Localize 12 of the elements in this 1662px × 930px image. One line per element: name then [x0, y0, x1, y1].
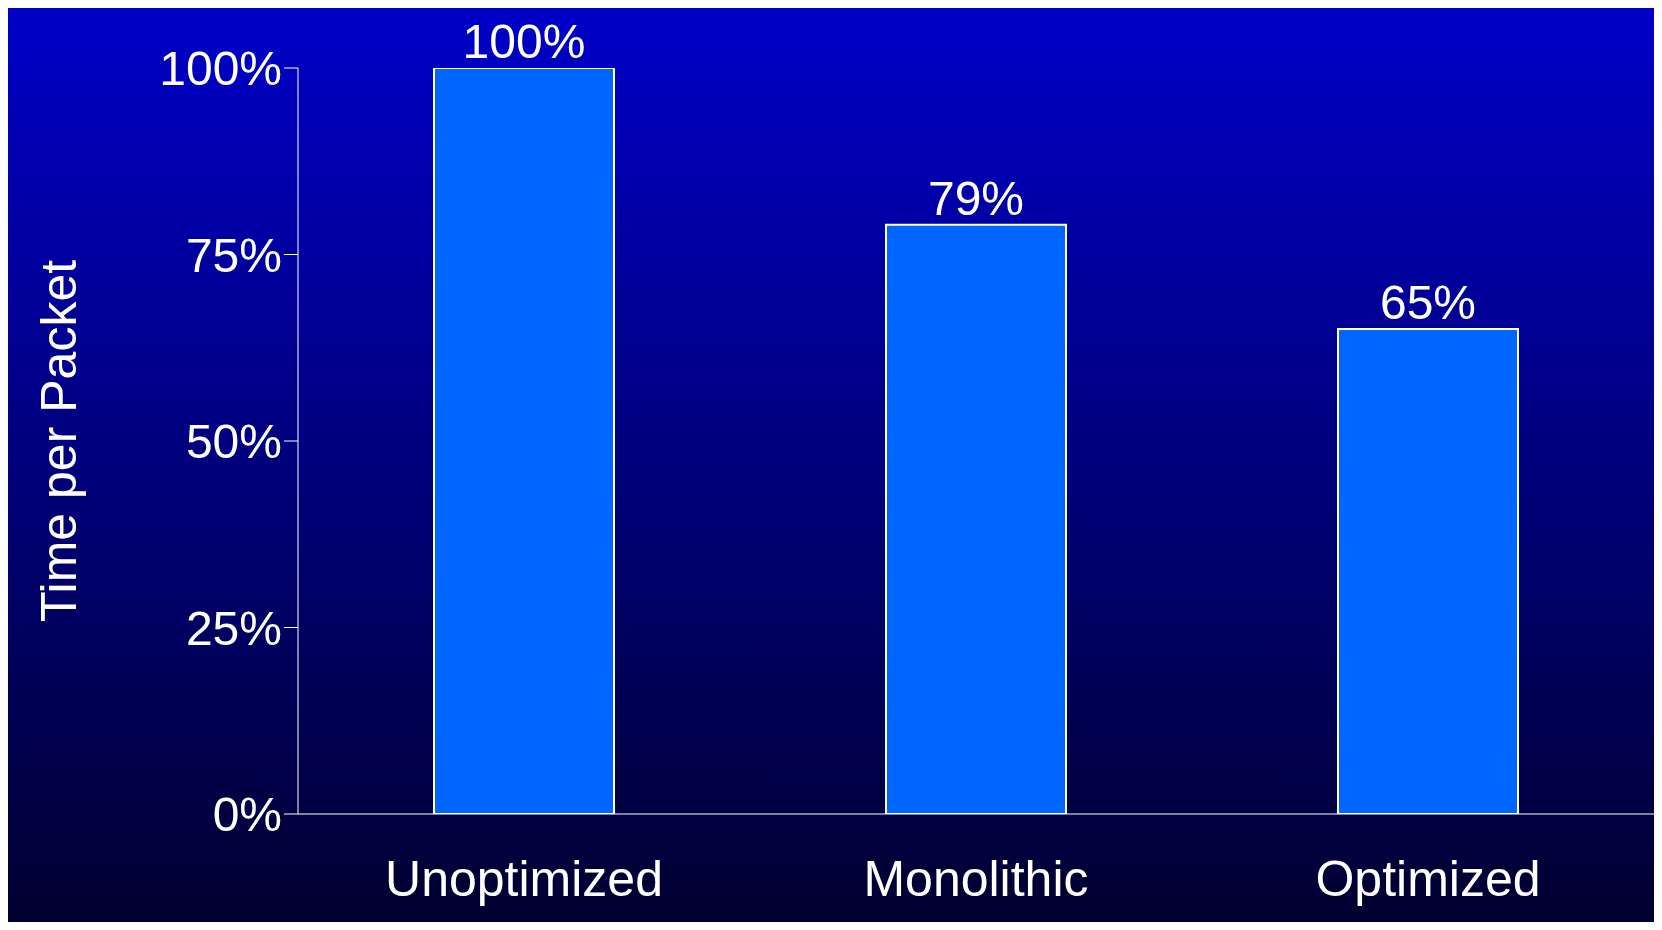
x-tick-label: Unoptimized: [385, 850, 663, 907]
x-tick-label: Optimized: [1315, 850, 1541, 907]
y-tick-label: 75%: [185, 228, 282, 282]
data-label: 65%: [1379, 276, 1477, 330]
y-tick-label: 50%: [185, 415, 282, 469]
y-tick-label: 100%: [159, 42, 282, 96]
x-tick-label: Monolithic: [863, 850, 1089, 907]
data-label: 100%: [462, 15, 586, 68]
data-label: 79%: [927, 171, 1025, 225]
y-axis-title: Time per Packet: [30, 259, 87, 623]
y-tick-label: 25%: [185, 601, 282, 655]
y-tick-label: 0%: [212, 788, 282, 842]
